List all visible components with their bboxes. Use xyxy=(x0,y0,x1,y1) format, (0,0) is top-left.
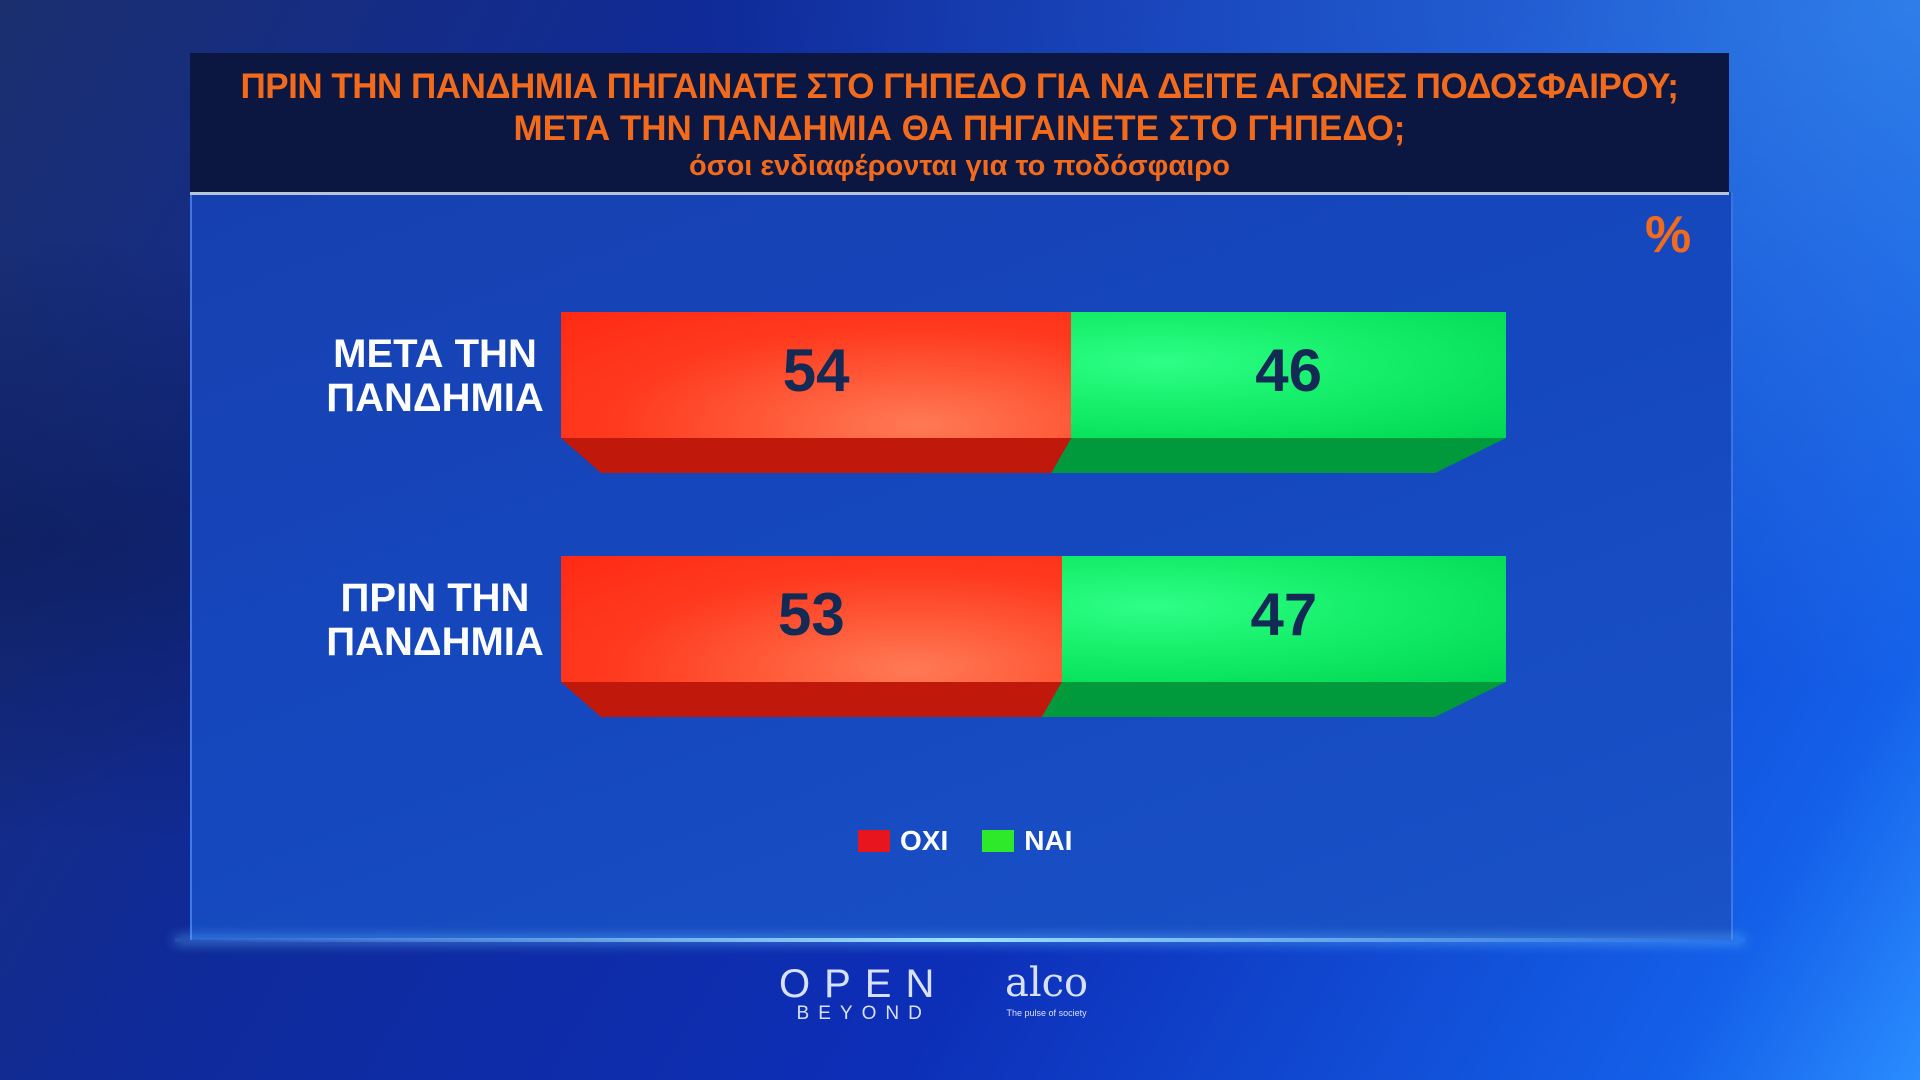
bar-bottom-face-nai xyxy=(1051,438,1506,473)
bar-segment-nai: 46 xyxy=(1071,312,1506,438)
bar-3d-bottom xyxy=(561,682,1506,717)
title-line-2: ΜΕΤΑ ΤΗΝ ΠΑΝΔΗΜΙΑ ΘΑ ΠΗΓΑΙΝΕΤΕ ΣΤΟ ΓΗΠΕΔ… xyxy=(513,109,1406,148)
legend-swatch-nai xyxy=(982,830,1015,852)
alco-logo: alco The pulse of society xyxy=(1005,960,1089,1018)
category-label: ΜΕΤΑ ΤΗΝ ΠΑΝΔΗΜΙΑ xyxy=(326,332,544,420)
data-label: 54 xyxy=(782,337,850,404)
bar-segment-oxi: 54 xyxy=(561,312,1072,438)
panel-bottom-glow-line xyxy=(175,938,1745,942)
bar-segment-nai: 47 xyxy=(1061,556,1506,682)
category-label: ΠΡΙΝ ΤΗΝ ΠΑΝΔΗΜΙΑ xyxy=(326,576,544,664)
bar-bottom-face-oxi xyxy=(561,682,1062,717)
data-label: 46 xyxy=(1255,337,1323,404)
title-line-1: ΠΡΙΝ ΤΗΝ ΠΑΝΔΗΜΙΑ ΠΗΓΑΙΝΑΤΕ ΣΤΟ ΓΗΠΕΔΟ Γ… xyxy=(240,67,1679,106)
data-label: 53 xyxy=(778,581,845,648)
bar-3d-bottom xyxy=(561,438,1506,473)
data-label: 47 xyxy=(1250,581,1318,648)
bar-row: 54 46 xyxy=(561,312,1506,473)
open-beyond-logo: OPEN BEYOND xyxy=(779,962,949,1024)
chart-header: ΠΡΙΝ ΤΗΝ ΠΑΝΔΗΜΙΑ ΠΗΓΑΙΝΑΤΕ ΣΤΟ ΓΗΠΕΔΟ Γ… xyxy=(190,53,1729,195)
bar-bottom-face-oxi xyxy=(561,438,1072,473)
bar-segment-oxi: 53 xyxy=(561,556,1062,682)
legend-swatch-oxi xyxy=(858,830,890,852)
bar-row: 53 47 xyxy=(561,556,1506,717)
legend-label-nai: ΝΑΙ xyxy=(1024,825,1073,856)
legend-label-oxi: ΟΧΙ xyxy=(900,825,949,856)
subtitle: όσοι ενδιαφέρονται για το ποδόσφαιρο xyxy=(689,150,1230,182)
bar-bottom-face-nai xyxy=(1041,682,1506,717)
unit-label: % xyxy=(1645,206,1692,264)
legend: ΟΧΙ ΝΑΙ xyxy=(858,825,1072,857)
